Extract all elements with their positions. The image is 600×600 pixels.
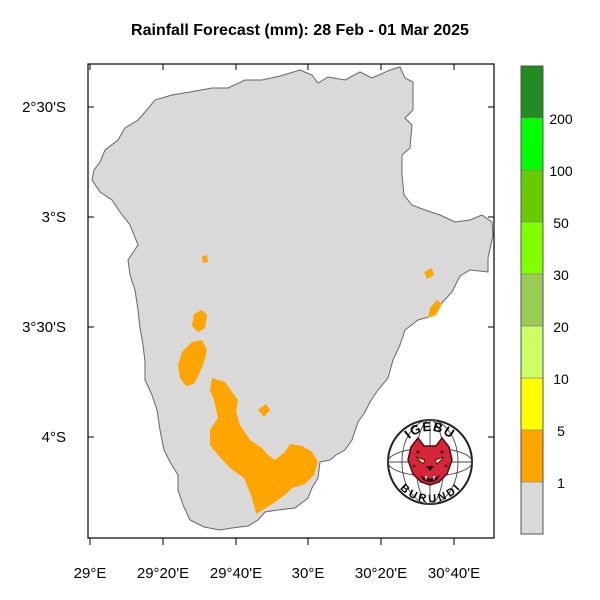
y-tick-label: 3°S — [42, 209, 66, 226]
legend-label: 200 — [549, 111, 573, 127]
legend-box-lt1 — [521, 482, 543, 534]
y-tick-label: 4°S — [42, 429, 66, 446]
y-tick-label: 2°30'S — [22, 99, 66, 116]
legend-box-50-100 — [521, 170, 543, 222]
legend: 1 5 10 20 30 50 100 200 — [520, 65, 573, 535]
y-axis — [88, 106, 494, 438]
leopard-head-icon — [407, 436, 453, 486]
legend-box-30-50 — [521, 222, 543, 274]
legend-label: 100 — [549, 163, 573, 179]
x-tick-label: 29°40'E — [210, 565, 262, 582]
legend-label: 30 — [553, 267, 569, 283]
rain-patch-small-center — [258, 404, 270, 417]
map-title: Rainfall Forecast (mm): 28 Feb - 01 Mar … — [131, 22, 469, 39]
rain-patch-tiny-north — [202, 255, 208, 263]
x-tick-label: 30°E — [292, 565, 325, 582]
legend-box-10-20 — [521, 326, 543, 378]
x-tick-label: 30°20'E — [355, 565, 407, 582]
legend-box-1-5 — [521, 430, 543, 482]
x-tick-label: 29°E — [74, 565, 107, 582]
legend-box-5-10 — [521, 378, 543, 430]
burundi-land — [91, 66, 494, 531]
y-tick-label: 3°30'S — [22, 319, 66, 336]
rain-patch-east-b — [428, 300, 442, 318]
logo-top-text: IGEBU — [401, 419, 456, 442]
legend-label: 10 — [553, 371, 569, 387]
x-tick-label: 29°20'E — [137, 565, 189, 582]
rain-1-5mm-areas — [178, 255, 442, 514]
legend-label: 50 — [553, 215, 569, 231]
rain-patch-south — [210, 378, 318, 514]
x-axis — [89, 64, 455, 545]
x-tick-label: 30°40'E — [428, 565, 480, 582]
rain-patch-small-west — [192, 310, 207, 332]
legend-box-gt200 — [521, 66, 543, 118]
legend-label: 1 — [557, 475, 565, 491]
legend-label: 5 — [557, 423, 565, 439]
legend-box-100-200 — [521, 118, 543, 170]
igebu-logo: IGEBU BURUNDI — [387, 419, 473, 505]
rain-patch-east-a — [424, 268, 434, 279]
legend-label: 20 — [553, 319, 569, 335]
legend-box-20-30 — [521, 274, 543, 326]
svg-text:IGEBU: IGEBU — [401, 419, 457, 442]
map-frame — [87, 63, 495, 539]
rain-patch-west — [178, 340, 207, 386]
